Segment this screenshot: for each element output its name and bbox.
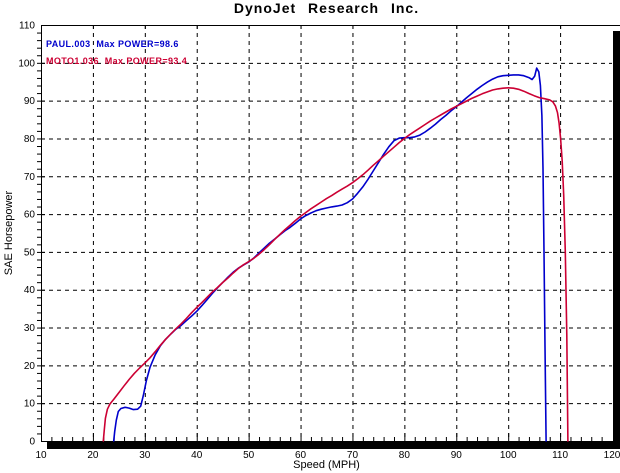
x-tick-labels: 10 20 30 40 50 60 70 80 90 100 110 120 [35, 450, 620, 461]
axis-shadow-right [613, 31, 620, 449]
x-tick-label: 40 [191, 450, 203, 461]
y-axis-title: SAE Horsepower [3, 190, 15, 276]
y-tick-label: 90 [24, 96, 36, 107]
curve-moto1036 [102, 87, 569, 442]
y-tick-label: 50 [24, 247, 36, 258]
y-tick-label: 110 [19, 21, 35, 32]
x-tick-label: 80 [399, 450, 411, 461]
x-tick-label: 120 [604, 450, 620, 461]
chart-title: DynoJet Research Inc. [233, 0, 420, 16]
x-axis-title: Speed (MPH) [293, 459, 360, 471]
x-tick-label: 10 [35, 450, 47, 461]
legend-entry-paul003: PAUL.003 Max POWER=98.6 [46, 39, 179, 49]
y-tick-label: 60 [24, 210, 36, 221]
y-tick-label: 30 [24, 323, 36, 334]
y-tick-label: 40 [24, 285, 36, 296]
y-tick-label: 20 [24, 361, 36, 372]
legend-entry-moto1036: MOTO1.036 Max POWER=93.4 [46, 56, 188, 66]
plot-frame [41, 25, 620, 442]
x-tick-label: 30 [139, 450, 151, 461]
y-tick-label: 80 [24, 134, 36, 145]
gridlines [41, 25, 612, 441]
y-tick-labels: 0 10 20 30 40 50 60 70 80 90 100 110 [18, 21, 35, 448]
axis-ticks [37, 25, 603, 441]
x-tick-label: 90 [451, 450, 463, 461]
x-tick-label: 100 [500, 450, 517, 461]
x-tick-label: 20 [87, 450, 99, 461]
x-tick-label: 50 [243, 450, 255, 461]
axis-shadow-bottom [47, 442, 620, 449]
curve-paul003 [112, 67, 547, 442]
y-tick-label: 10 [24, 399, 36, 410]
y-tick-label: 100 [18, 58, 35, 69]
y-tick-label: 0 [29, 437, 35, 448]
x-tick-label: 110 [552, 450, 568, 461]
y-tick-label: 70 [24, 172, 36, 183]
x-tick-label: 60 [295, 450, 307, 461]
x-tick-label: 70 [347, 450, 359, 461]
